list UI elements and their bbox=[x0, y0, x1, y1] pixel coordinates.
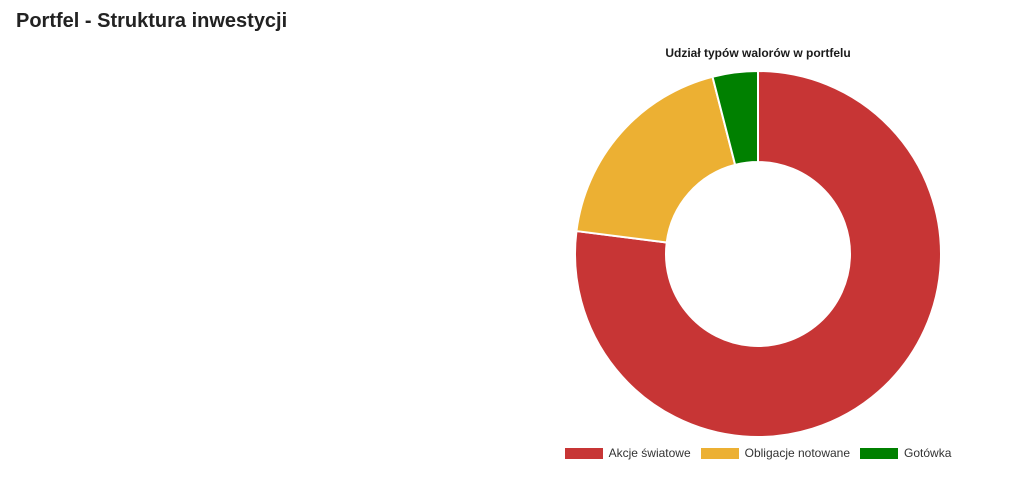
legend-item-3[interactable]: Gotówka bbox=[860, 446, 951, 460]
legend-swatch bbox=[860, 447, 899, 459]
chart-panel: Udział typów walorów w portfelu Akcje św… bbox=[556, 40, 960, 470]
donut-slice-3[interactable] bbox=[711, 69, 759, 167]
donut-chart bbox=[574, 69, 942, 438]
donut-slice-1[interactable] bbox=[574, 69, 942, 438]
legend-item-1[interactable]: Akcje światowe bbox=[564, 446, 691, 460]
legend-label: Gotówka bbox=[904, 446, 952, 460]
legend-label: Obligacje notowane bbox=[744, 446, 851, 460]
donut-slice-2[interactable] bbox=[575, 75, 737, 244]
legend-label: Akcje światowe bbox=[608, 446, 691, 460]
legend-swatch bbox=[564, 447, 603, 459]
chart-legend: Akcje światowe Obligacje notowane Gotówka bbox=[556, 446, 960, 460]
chart-title: Udział typów walorów w portfelu bbox=[665, 46, 851, 60]
page-title: Portfel - Struktura inwestycji bbox=[16, 10, 288, 32]
legend-item-2[interactable]: Obligacje notowane bbox=[700, 446, 851, 460]
legend-swatch bbox=[700, 447, 739, 459]
